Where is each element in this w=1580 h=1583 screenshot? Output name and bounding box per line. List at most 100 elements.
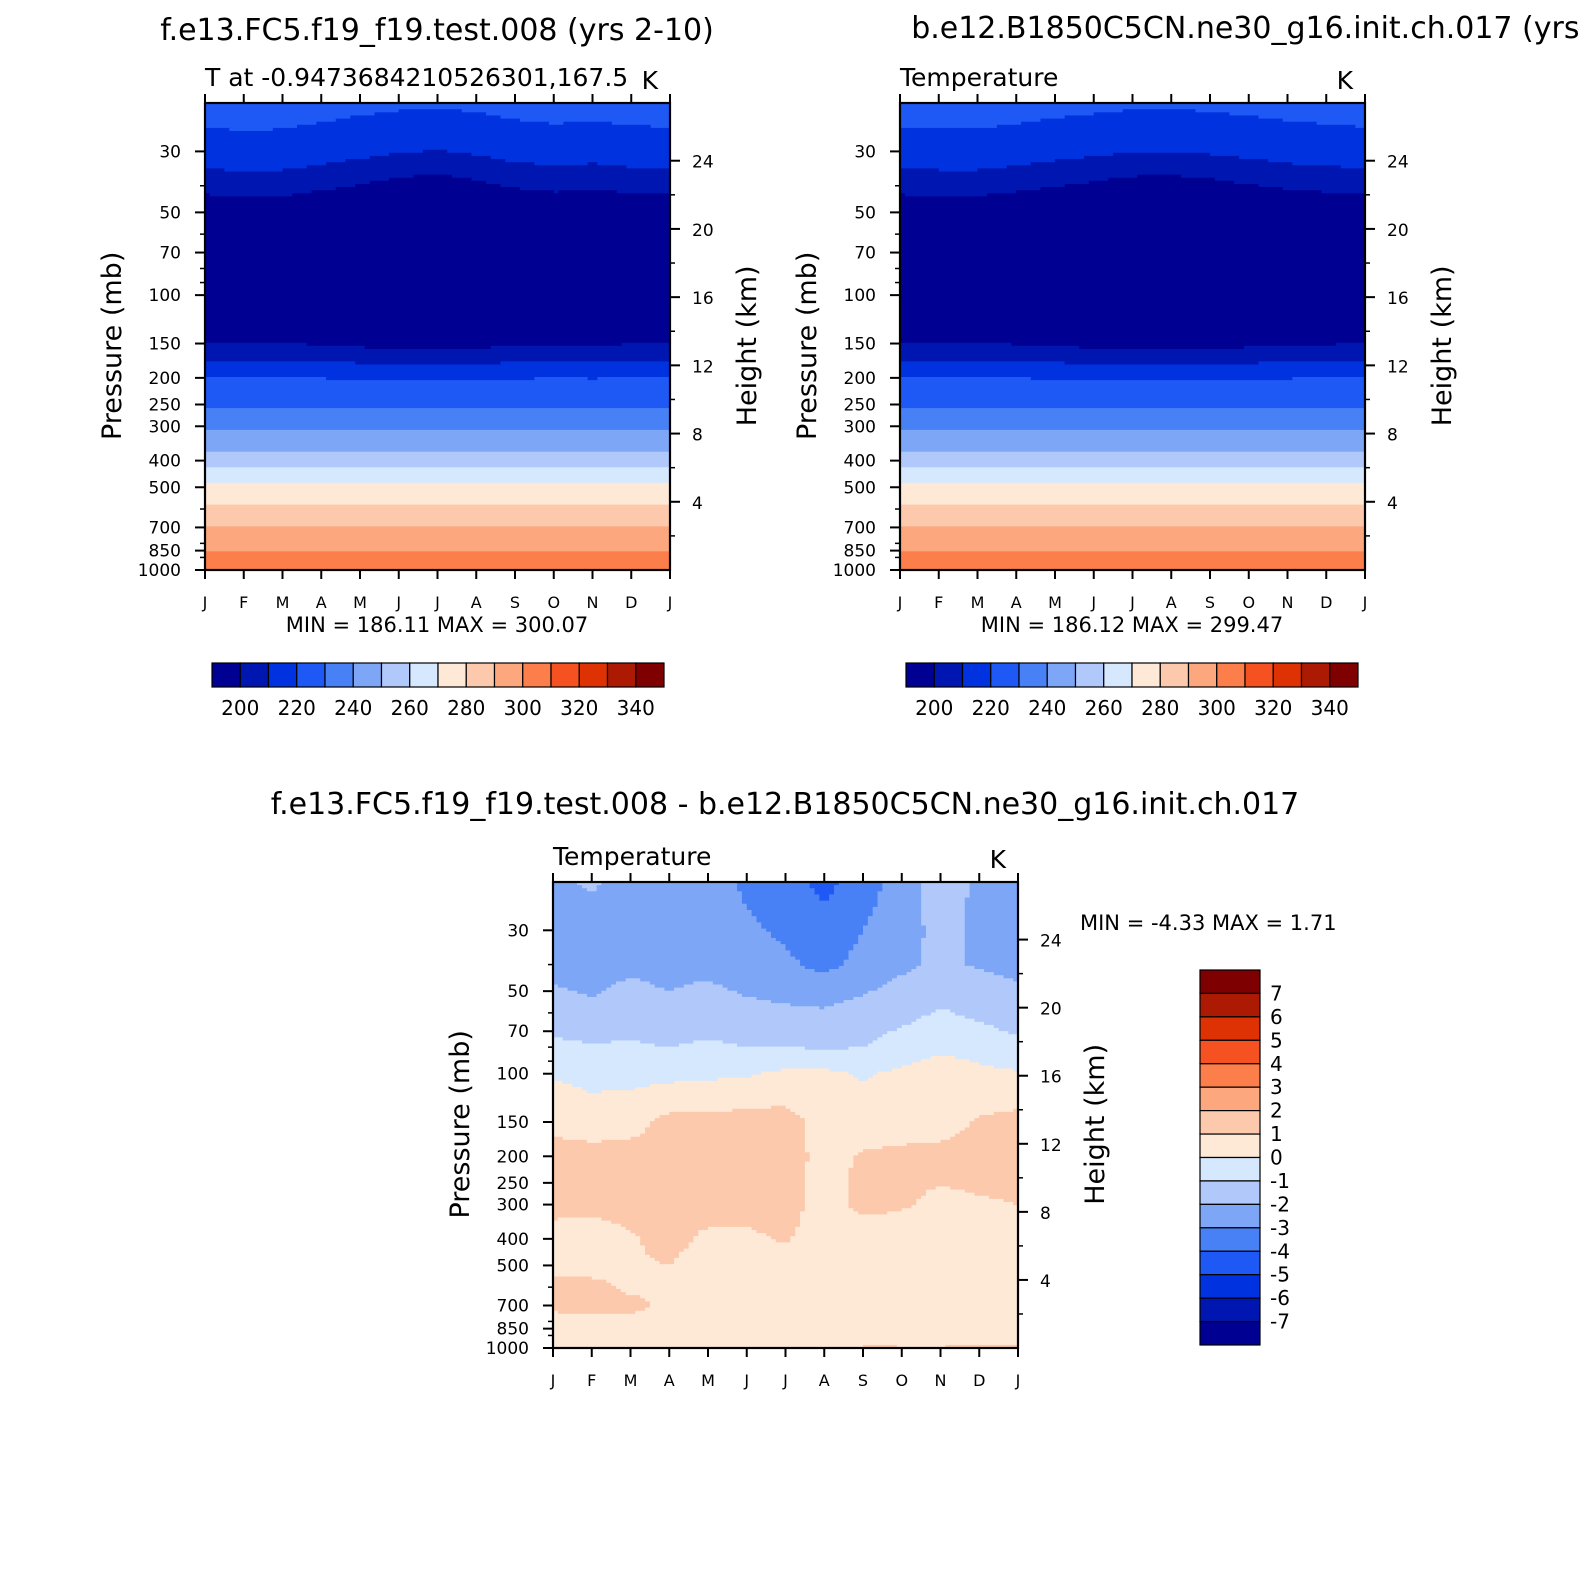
x-tick-label: N (935, 1371, 947, 1390)
field-cell (205, 140, 671, 145)
field-cell (205, 286, 671, 291)
field-cell (900, 258, 1366, 263)
field-cell (205, 336, 671, 341)
colorbar-swatch (1199, 1320, 1261, 1346)
field-cell (921, 922, 966, 927)
colorbar-swatch (1131, 662, 1161, 688)
field-cell (877, 894, 922, 899)
field-cell (205, 482, 671, 487)
field-cell (553, 1177, 806, 1181)
colorbar-label: 1 (1270, 1122, 1283, 1146)
field-cell (900, 342, 1013, 347)
field-cell (553, 1192, 806, 1197)
field-cell (205, 236, 671, 241)
field-cell (205, 504, 671, 509)
field-cell (790, 1003, 835, 1007)
field-cell (993, 1111, 1019, 1116)
field-cell (553, 1217, 559, 1222)
colorbar-label: 280 (1141, 696, 1179, 720)
x-tick-label: A (471, 593, 482, 612)
field-cell (900, 560, 1366, 565)
field-cell (900, 190, 1017, 194)
x-tick-label: M (1048, 593, 1062, 612)
field-cell (205, 274, 671, 278)
field-cell (863, 1149, 1019, 1153)
field-cell (586, 1139, 603, 1144)
field-cell (553, 1335, 1019, 1340)
field-cell (553, 950, 791, 955)
field-cell (205, 492, 671, 496)
min-max-label: MIN = -4.33 MAX = 1.71 (1080, 911, 1337, 935)
field-cell (708, 1226, 753, 1231)
field-cell (553, 937, 777, 942)
field-cell (205, 233, 671, 238)
field-cell (553, 1028, 898, 1032)
field-cell (900, 320, 1366, 325)
field-cell (843, 1000, 1019, 1004)
field-cell (751, 909, 874, 914)
field-cell (553, 1087, 583, 1091)
x-tick-label: N (587, 593, 599, 612)
field-cell (804, 1121, 971, 1125)
field-cell (921, 903, 966, 908)
y2-tick-label: 20 (1040, 1000, 1062, 1020)
contour-field (205, 103, 671, 571)
field-cell (553, 1046, 806, 1051)
field-cell (858, 1077, 869, 1082)
field-cell (900, 296, 1366, 300)
field-cell (900, 218, 1366, 222)
field-cell (205, 408, 671, 412)
field-cell (553, 1332, 1019, 1337)
field-cell (921, 959, 966, 964)
field-cell (900, 196, 1366, 201)
field-cell (205, 239, 671, 244)
field-cell (355, 183, 502, 188)
field-cell (205, 436, 671, 440)
x-tick-label: S (510, 593, 520, 612)
field-cell (900, 339, 1366, 344)
field-cell (900, 215, 1366, 219)
field-cell (553, 1034, 883, 1038)
x-tick-label: J (1015, 1371, 1021, 1390)
field-cell (205, 149, 424, 154)
field-cell (969, 885, 1019, 889)
x-tick-label: J (667, 593, 673, 612)
field-cell (900, 311, 1366, 316)
field-cell (586, 1090, 603, 1094)
field-cell (553, 1083, 573, 1088)
field-cell (640, 1239, 695, 1243)
field-cell (224, 168, 284, 173)
field-cell (1282, 118, 1366, 123)
y-tick-label: 50 (507, 982, 529, 1002)
field-cell (205, 327, 671, 331)
field-cell (848, 1167, 1019, 1172)
field-cell (969, 888, 1019, 892)
y-tick-label: 70 (507, 1022, 529, 1042)
field-cell (205, 538, 671, 543)
field-cell (964, 950, 1019, 955)
field-cell (824, 1006, 1019, 1010)
field-cell (553, 1338, 1019, 1343)
field-cell (674, 1261, 1019, 1265)
field-cell (205, 439, 671, 443)
field-cell (553, 990, 578, 995)
field-cell (205, 308, 671, 313)
field-cell (205, 535, 671, 540)
field-cell (900, 140, 1366, 145)
field-cell (900, 308, 1366, 313)
field-cell (553, 1068, 782, 1073)
field-cell (553, 1310, 559, 1315)
field-cell (900, 233, 1366, 238)
field-cell (900, 535, 1366, 540)
field-cell (900, 386, 1366, 391)
y-axis-label: Pressure (mb) (792, 252, 823, 440)
field-cell (1030, 162, 1293, 166)
field-cell (955, 1133, 1019, 1138)
field-cell (737, 888, 816, 892)
field-cell (853, 944, 922, 948)
y-tick-label: 1000 (486, 1339, 529, 1359)
field-cell (654, 984, 685, 989)
field-cell (900, 445, 1366, 450)
field-cell (756, 916, 869, 920)
field-cell (1316, 121, 1366, 126)
